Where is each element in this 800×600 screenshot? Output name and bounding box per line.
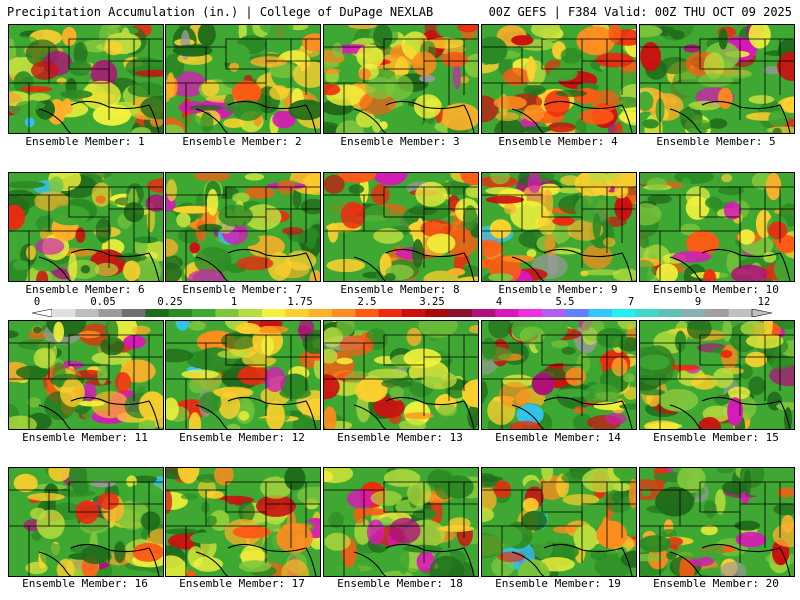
colorbar-swatch <box>332 309 356 317</box>
colorbar-tick-label: 12 <box>757 296 771 308</box>
colorbar-swatch <box>402 309 426 317</box>
ensemble-map-5 <box>639 24 795 134</box>
colorbar-swatch <box>378 309 403 317</box>
colorbar-swatch <box>635 309 660 317</box>
ensemble-map-18 <box>323 467 479 577</box>
colorbar-swatch <box>75 309 100 317</box>
ensemble-member-label: Ensemble Member: 3 <box>340 135 460 148</box>
colorbar-swatch <box>682 309 706 317</box>
colorbar-tick-label: 1.75 <box>287 296 313 308</box>
colorbar-swatch <box>285 309 310 317</box>
ensemble-member-label: Ensemble Member: 4 <box>498 135 618 148</box>
ensemble-member-label: Ensemble Member: 9 <box>498 283 618 296</box>
ensemble-member-label: Ensemble Member: 11 <box>22 431 148 444</box>
colorbar-swatch <box>238 309 263 317</box>
ensemble-map-20 <box>639 467 795 577</box>
colorbar-swatch <box>308 309 333 317</box>
colorbar-max-arrow <box>751 309 772 317</box>
colorbar-swatch <box>588 309 613 317</box>
ensemble-map-11 <box>8 320 164 430</box>
ensemble-map-12 <box>165 320 321 430</box>
colorbar-tick-label: 0.05 <box>90 296 116 308</box>
ensemble-map-19 <box>481 467 637 577</box>
ensemble-map-14 <box>481 320 637 430</box>
colorbar-tick-label: 3.25 <box>419 296 445 308</box>
colorbar-tick-label: 4 <box>495 296 503 308</box>
ensemble-map-8 <box>323 172 479 282</box>
ensemble-member-label: Ensemble Member: 14 <box>495 431 621 444</box>
colorbar-min-arrow <box>32 309 53 317</box>
ensemble-member-label: Ensemble Member: 10 <box>653 283 779 296</box>
colorbar-swatch <box>192 309 216 317</box>
colorbar-swatch <box>425 309 450 317</box>
colorbar-tick-label: 2.5 <box>357 296 377 308</box>
ensemble-map-6 <box>8 172 164 282</box>
colorbar-tick-label: 5.5 <box>555 296 575 308</box>
ensemble-map-15 <box>639 320 795 430</box>
colorbar-swatch <box>215 309 240 317</box>
ensemble-map-9 <box>481 172 637 282</box>
map-title: Precipitation Accumulation (in.) | Colle… <box>7 5 434 19</box>
colorbar-tick-label: 0 <box>33 296 41 308</box>
run-info: 00Z GEFS | F384 Valid: 00Z THU OCT 09 20… <box>488 5 792 19</box>
ensemble-map-2 <box>165 24 321 134</box>
ensemble-map-4 <box>481 24 637 134</box>
ensemble-member-label: Ensemble Member: 18 <box>337 577 463 590</box>
ensemble-map-7 <box>165 172 321 282</box>
ensemble-member-label: Ensemble Member: 1 <box>25 135 145 148</box>
colorbar-swatch <box>472 309 496 317</box>
ensemble-member-label: Ensemble Member: 2 <box>182 135 302 148</box>
colorbar-swatch <box>262 309 286 317</box>
colorbar-swatch <box>565 309 590 317</box>
ensemble-map-1 <box>8 24 164 134</box>
colorbar-tick-label: 0.25 <box>157 296 183 308</box>
ensemble-member-label: Ensemble Member: 15 <box>653 431 779 444</box>
ensemble-member-label: Ensemble Member: 16 <box>22 577 148 590</box>
colorbar-tick-label: 7 <box>627 296 635 308</box>
ensemble-map-3 <box>323 24 479 134</box>
ensemble-member-label: Ensemble Member: 13 <box>337 431 463 444</box>
colorbar-swatch <box>542 309 566 317</box>
colorbar-swatch <box>145 309 170 317</box>
colorbar-swatch <box>98 309 123 317</box>
precip-colorbar <box>32 309 772 317</box>
ensemble-member-label: Ensemble Member: 12 <box>179 431 305 444</box>
ensemble-member-label: Ensemble Member: 19 <box>495 577 621 590</box>
colorbar-swatch <box>168 309 193 317</box>
colorbar-swatch <box>448 309 473 317</box>
ensemble-member-label: Ensemble Member: 8 <box>340 283 460 296</box>
colorbar-swatch <box>495 309 520 317</box>
colorbar-swatch <box>705 309 730 317</box>
colorbar-tick-label: 9 <box>694 296 702 308</box>
colorbar-swatch <box>52 309 76 317</box>
ensemble-map-17 <box>165 467 321 577</box>
colorbar-swatch <box>518 309 543 317</box>
colorbar-swatch <box>658 309 683 317</box>
ensemble-member-label: Ensemble Member: 5 <box>656 135 776 148</box>
colorbar-swatch <box>122 309 146 317</box>
ensemble-member-label: Ensemble Member: 17 <box>179 577 305 590</box>
ensemble-map-10 <box>639 172 795 282</box>
colorbar-swatch <box>612 309 636 317</box>
ensemble-map-13 <box>323 320 479 430</box>
colorbar-swatch <box>355 309 380 317</box>
ensemble-member-label: Ensemble Member: 20 <box>653 577 779 590</box>
ensemble-map-16 <box>8 467 164 577</box>
ensemble-member-label: Ensemble Member: 6 <box>25 283 145 296</box>
ensemble-member-label: Ensemble Member: 7 <box>182 283 302 296</box>
colorbar-swatch <box>728 309 753 317</box>
colorbar-tick-label: 1 <box>230 296 238 308</box>
